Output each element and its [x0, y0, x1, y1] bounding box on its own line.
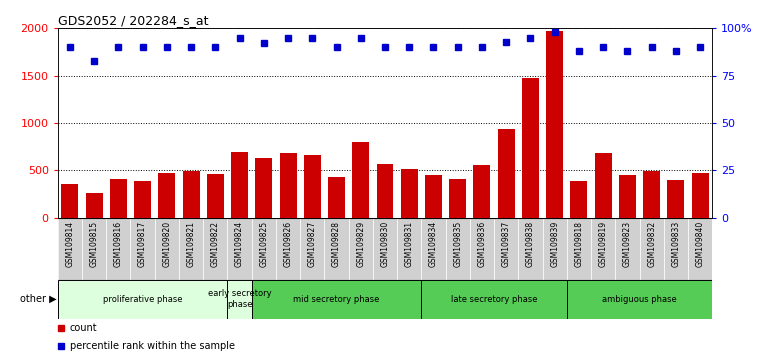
Text: GSM109816: GSM109816: [114, 221, 123, 267]
Text: GSM109820: GSM109820: [162, 221, 172, 267]
Bar: [110, 179, 127, 218]
Text: count: count: [69, 323, 97, 333]
Bar: [546, 31, 563, 218]
Text: GSM109824: GSM109824: [235, 221, 244, 267]
Text: GSM109837: GSM109837: [502, 221, 511, 267]
Bar: [252, 218, 276, 280]
Text: ambiguous phase: ambiguous phase: [602, 295, 677, 304]
Bar: [474, 165, 490, 218]
Bar: [497, 129, 514, 218]
Bar: [397, 218, 421, 280]
Text: GSM109831: GSM109831: [405, 221, 413, 267]
Bar: [446, 218, 470, 280]
Text: mid secretory phase: mid secretory phase: [293, 295, 380, 304]
Bar: [82, 218, 106, 280]
Bar: [449, 179, 466, 218]
Bar: [85, 193, 102, 218]
Text: GSM109827: GSM109827: [308, 221, 316, 267]
Bar: [304, 155, 321, 218]
Text: proliferative phase: proliferative phase: [103, 295, 182, 304]
Bar: [58, 218, 82, 280]
Bar: [567, 218, 591, 280]
Bar: [518, 218, 543, 280]
Bar: [594, 153, 611, 218]
Text: GSM109828: GSM109828: [332, 221, 341, 267]
Text: percentile rank within the sample: percentile rank within the sample: [69, 341, 235, 351]
Text: GSM109833: GSM109833: [671, 221, 681, 267]
Bar: [280, 153, 296, 218]
Text: early secretory
phase: early secretory phase: [208, 290, 271, 309]
Bar: [543, 218, 567, 280]
Bar: [377, 164, 393, 218]
Text: GDS2052 / 202284_s_at: GDS2052 / 202284_s_at: [58, 14, 208, 27]
Bar: [591, 218, 615, 280]
Bar: [373, 218, 397, 280]
Bar: [691, 173, 708, 218]
Text: GSM109817: GSM109817: [138, 221, 147, 267]
Bar: [207, 174, 224, 218]
Bar: [182, 171, 199, 218]
Bar: [155, 218, 179, 280]
Text: GSM109838: GSM109838: [526, 221, 535, 267]
Bar: [567, 280, 712, 319]
Bar: [421, 280, 567, 319]
Bar: [400, 170, 417, 218]
Bar: [324, 218, 349, 280]
Bar: [276, 218, 300, 280]
Bar: [159, 173, 176, 218]
Bar: [58, 280, 227, 319]
Text: other ▶: other ▶: [20, 294, 57, 304]
Bar: [615, 218, 640, 280]
Bar: [640, 218, 664, 280]
Text: GSM109829: GSM109829: [357, 221, 365, 267]
Text: GSM109830: GSM109830: [380, 221, 390, 267]
Bar: [470, 218, 494, 280]
Bar: [256, 158, 273, 218]
Bar: [227, 218, 252, 280]
Bar: [494, 218, 518, 280]
Bar: [203, 218, 227, 280]
Bar: [231, 152, 248, 218]
Text: GSM109839: GSM109839: [551, 221, 559, 267]
Bar: [179, 218, 203, 280]
Bar: [421, 218, 446, 280]
Bar: [349, 218, 373, 280]
Text: GSM109814: GSM109814: [65, 221, 75, 267]
Bar: [62, 184, 79, 218]
Text: GSM109835: GSM109835: [454, 221, 462, 267]
Text: GSM109826: GSM109826: [283, 221, 293, 267]
Text: GSM109825: GSM109825: [259, 221, 268, 267]
Text: GSM109840: GSM109840: [695, 221, 705, 267]
Text: late secretory phase: late secretory phase: [450, 295, 537, 304]
Bar: [134, 181, 151, 218]
Text: GSM109832: GSM109832: [647, 221, 656, 267]
Text: GSM109815: GSM109815: [89, 221, 99, 267]
Bar: [252, 280, 421, 319]
Text: GSM109834: GSM109834: [429, 221, 438, 267]
Text: GSM109819: GSM109819: [598, 221, 608, 267]
Text: GSM109821: GSM109821: [186, 221, 196, 267]
Bar: [328, 177, 345, 218]
Bar: [106, 218, 130, 280]
Bar: [688, 218, 712, 280]
Bar: [643, 171, 660, 218]
Text: GSM109822: GSM109822: [211, 221, 219, 267]
Text: GSM109823: GSM109823: [623, 221, 632, 267]
Bar: [522, 78, 539, 218]
Text: GSM109836: GSM109836: [477, 221, 487, 267]
Text: GSM109818: GSM109818: [574, 221, 584, 267]
Bar: [664, 218, 688, 280]
Bar: [425, 175, 442, 218]
Bar: [619, 175, 636, 218]
Bar: [300, 218, 324, 280]
Bar: [353, 142, 370, 218]
Bar: [130, 218, 155, 280]
Bar: [571, 181, 588, 218]
Bar: [227, 280, 252, 319]
Bar: [668, 180, 685, 218]
